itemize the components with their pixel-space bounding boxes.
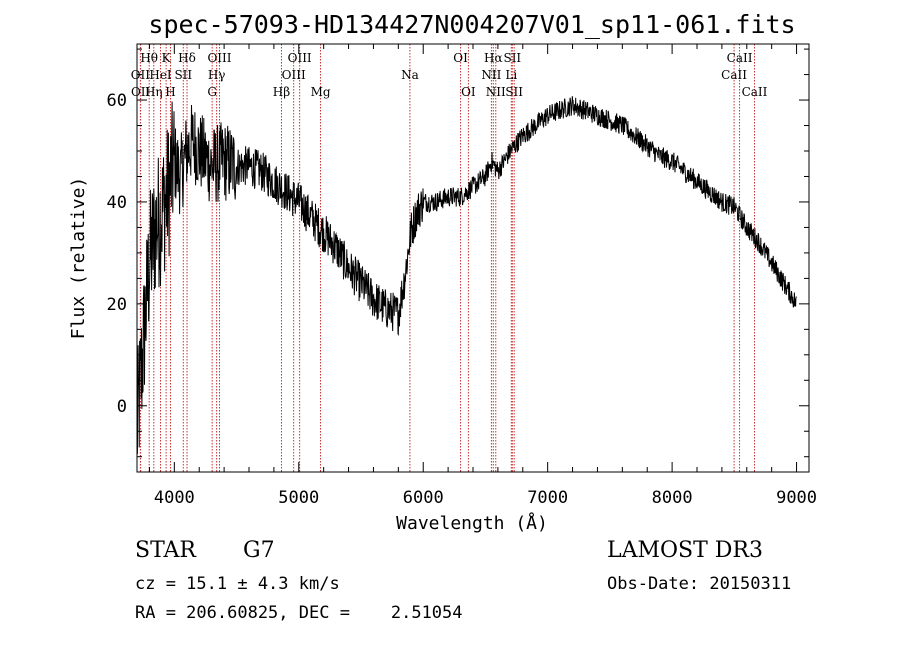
subclass-label: G7 [243,538,275,563]
spectral-line-label: Hα [484,51,503,65]
survey-label: LAMOST DR3 [607,538,763,563]
spectral-line-label: SII [505,85,523,99]
spectral-line-label: OII [131,85,151,99]
spectral-line-label: Hδ [178,51,196,65]
x-tick-label: 5000 [278,488,319,508]
spectral-line-label: G [207,85,217,99]
spectral-line-label: SII [174,68,192,82]
redshift-readout: cz = 15.1 ± 4.3 km/s [135,574,340,594]
x-tick-label: 9000 [776,488,817,508]
x-axis-ticks: 4000 5000 6000 7000 8000 9000 [148,44,817,508]
spectral-line-label: OIII [288,51,312,65]
spectral-line-label: SII [503,51,521,65]
obs-date-readout: Obs-Date: 20150311 [607,574,792,594]
y-tick-label: 40 [107,193,127,213]
x-tick-label: 8000 [652,488,693,508]
spectral-line-label: Hβ [273,85,290,99]
x-axis-label: Wavelength (Å) [396,512,548,534]
spectral-line-markers [139,44,755,472]
x-tick-label: 6000 [403,488,444,508]
object-type-label: STAR [135,538,196,563]
y-tick-label: 60 [107,91,127,111]
spectral-line-label: OIII [207,51,231,65]
spectral-line-label: Mg [311,85,331,99]
spectrum-series-line [136,96,797,455]
spectral-line-label: OI [461,85,476,99]
spectral-line-label: OI [453,51,468,65]
spectral-line-label: NII [481,68,501,82]
spectral-line-label: HeI [149,68,172,82]
x-tick-label: 4000 [154,488,195,508]
spectral-line-label: Li [505,68,517,82]
y-axis-ticks: 0 20 40 60 [107,48,809,458]
spectral-line-label: OIII [282,68,306,82]
spectral-line-label: K [162,51,172,65]
spectral-line-label: NII [486,85,506,99]
y-axis-label: Flux (relative) [68,177,89,340]
spectral-line-label: CaII [742,85,768,99]
y-tick-label: 0 [117,397,127,417]
spectral-line-label: Na [401,68,419,82]
spectral-line-label: Hη [145,85,163,99]
spectral-line-label: CaII [727,51,753,65]
coordinates-readout: RA = 206.60825, DEC = 2.51054 [135,603,463,623]
spectral-line-label: Hθ [140,51,158,65]
plot-frame [136,43,810,473]
spectral-line-label: Hγ [208,68,226,82]
chart-title: spec-57093-HD134427N004207V01_sp11-061.f… [148,10,795,39]
x-tick-label: 7000 [527,488,568,508]
spectral-line-label: H [165,85,175,99]
spectral-line-label: CaII [721,68,747,82]
y-tick-label: 20 [107,295,127,315]
